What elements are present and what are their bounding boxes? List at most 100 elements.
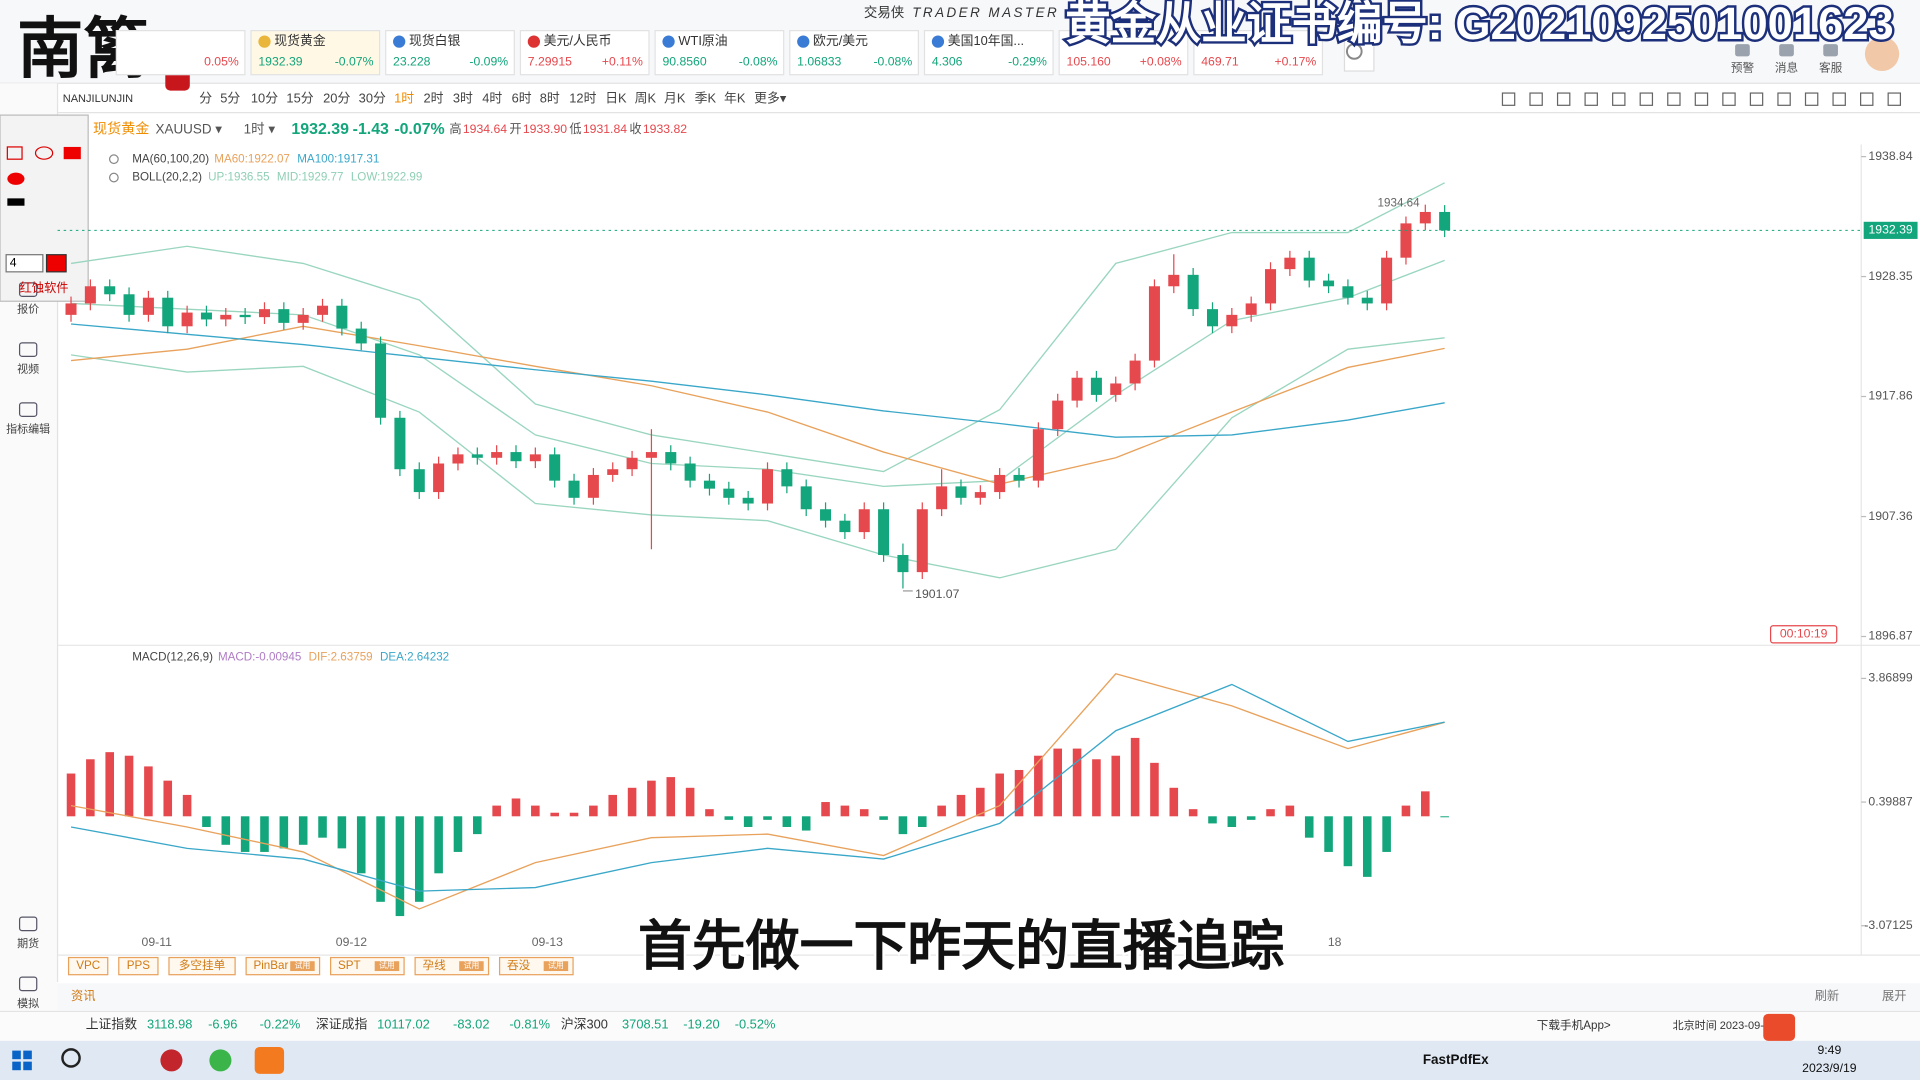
palette-size-box[interactable]: [5, 254, 44, 273]
header-icon[interactable]: [1735, 44, 1750, 57]
timeframe[interactable]: 5分: [220, 91, 240, 106]
app-icon[interactable]: [254, 1046, 285, 1074]
toolbar-icon[interactable]: [1612, 92, 1626, 106]
ticker-card[interactable]: [519, 30, 650, 76]
app-icon[interactable]: [160, 1049, 183, 1072]
sidebar-icon[interactable]: [18, 916, 38, 932]
macd-bar: [724, 816, 734, 820]
ticker-card[interactable]: [789, 30, 919, 76]
timeframe[interactable]: 1时: [394, 91, 414, 106]
candle-body: [994, 474, 1006, 493]
sidebar-label: 指标编辑: [6, 422, 50, 436]
timeframe[interactable]: 日K: [605, 91, 627, 106]
toolbar-icon[interactable]: [1860, 92, 1874, 106]
toolbar-icon[interactable]: [1584, 92, 1598, 106]
candle-body: [162, 297, 174, 327]
avatar[interactable]: [1864, 36, 1900, 72]
macd-bar: [1072, 748, 1082, 817]
sidebar-icon[interactable]: [18, 402, 38, 417]
start-icon[interactable]: [12, 1050, 21, 1060]
toolbar-icon[interactable]: [1639, 92, 1654, 106]
app-link[interactable]: 下载手机App>: [1537, 1018, 1611, 1032]
toolbar-icon[interactable]: [1832, 92, 1846, 106]
macd-bar: [356, 816, 366, 874]
palette-dot[interactable]: [7, 172, 25, 185]
ticker-card[interactable]: [250, 30, 381, 76]
low-label: 1901.07: [915, 587, 959, 601]
palette-ellipse[interactable]: [34, 146, 54, 160]
sidebar-icon[interactable]: [18, 282, 38, 297]
news-expand[interactable]: 展开: [1882, 989, 1906, 1003]
start-icon[interactable]: [23, 1061, 32, 1071]
toolbar-icon[interactable]: [1529, 92, 1543, 106]
timeframe[interactable]: 年K: [724, 91, 746, 106]
timeframe[interactable]: 季K: [695, 91, 717, 106]
palette-color[interactable]: [45, 254, 67, 273]
toolbar-icon[interactable]: [1501, 92, 1516, 106]
macd-bar: [550, 812, 559, 817]
search-button[interactable]: [1343, 33, 1375, 72]
tool-button[interactable]: [168, 956, 236, 976]
last-price-box: [1863, 221, 1918, 239]
palette-bar[interactable]: [7, 198, 25, 206]
timeframe[interactable]: 更多▾: [754, 91, 787, 106]
macd-bar: [1092, 759, 1101, 817]
ticker-price: 469.71: [1201, 55, 1239, 69]
header-icon[interactable]: [1779, 44, 1794, 57]
timeframe[interactable]: 8时: [540, 91, 560, 106]
toolbar-icon[interactable]: [1777, 92, 1791, 106]
tool-button[interactable]: [118, 956, 159, 976]
start-icon[interactable]: [23, 1050, 32, 1060]
toolbar-icon[interactable]: [1887, 92, 1902, 106]
ticker-card[interactable]: [1193, 30, 1324, 76]
timeframe[interactable]: 4时: [482, 91, 502, 106]
ticker-card[interactable]: [923, 30, 1054, 76]
timeframe[interactable]: 2时: [423, 91, 443, 106]
news-refresh[interactable]: 刷新: [1815, 988, 1839, 1003]
tool-badge-label: 试用: [379, 960, 395, 970]
watermark: 黄金从业证书编号: G2021092501001623: [1065, 0, 1893, 49]
subtitle: 首先做一下昨天的直播追踪: [638, 916, 1284, 976]
timeframe[interactable]: 12时: [569, 91, 596, 106]
timeframe[interactable]: 30分: [359, 91, 386, 106]
candle-body: [781, 469, 793, 487]
start-icon[interactable]: [12, 1061, 21, 1071]
macd-bar: [1246, 816, 1256, 820]
timeframe[interactable]: 10分: [251, 91, 278, 106]
timeframe[interactable]: 15分: [286, 91, 313, 106]
timeframe[interactable]: 分: [199, 91, 212, 106]
candle-body: [1265, 269, 1277, 304]
toolbar-icon[interactable]: [1749, 92, 1764, 106]
timeframe[interactable]: 周K: [635, 91, 657, 106]
sidebar-icon[interactable]: [18, 342, 38, 357]
tool-button[interactable]: [67, 956, 109, 976]
candle-body: [394, 417, 406, 470]
timeframe[interactable]: 3时: [453, 91, 473, 106]
toolbar-icon[interactable]: [1556, 92, 1571, 106]
macd-bar: [840, 805, 850, 817]
toolbar-icon[interactable]: [1722, 92, 1736, 106]
macd-bar: [705, 809, 714, 817]
candle-body: [1303, 257, 1315, 281]
sidebar-label: 报价: [17, 302, 39, 316]
ticker-card[interactable]: [1058, 30, 1189, 76]
search-taskbar[interactable]: [61, 1048, 81, 1068]
palette-fill[interactable]: [63, 146, 81, 160]
ticker-card[interactable]: [385, 30, 515, 76]
toolbar-icon[interactable]: [1667, 92, 1681, 106]
timeframe[interactable]: 月K: [664, 91, 686, 106]
app-icon[interactable]: [209, 1049, 232, 1072]
ticker-card[interactable]: [654, 30, 785, 76]
tool-label: SPT: [338, 959, 361, 972]
timeframe[interactable]: 20分: [323, 91, 350, 106]
ticker-card[interactable]: [115, 30, 246, 76]
tool-badge-label: 试用: [463, 960, 479, 970]
header-icon[interactable]: [1823, 44, 1838, 57]
toolbar-icon[interactable]: [1694, 92, 1709, 106]
sidebar-icon[interactable]: [18, 976, 38, 992]
y-tick-label: 1917.86: [1868, 389, 1912, 403]
timeframe[interactable]: 6时: [512, 91, 532, 106]
toolbar-icon[interactable]: [1804, 92, 1819, 106]
candle-body: [1400, 223, 1412, 258]
palette-rect[interactable]: [6, 146, 23, 160]
